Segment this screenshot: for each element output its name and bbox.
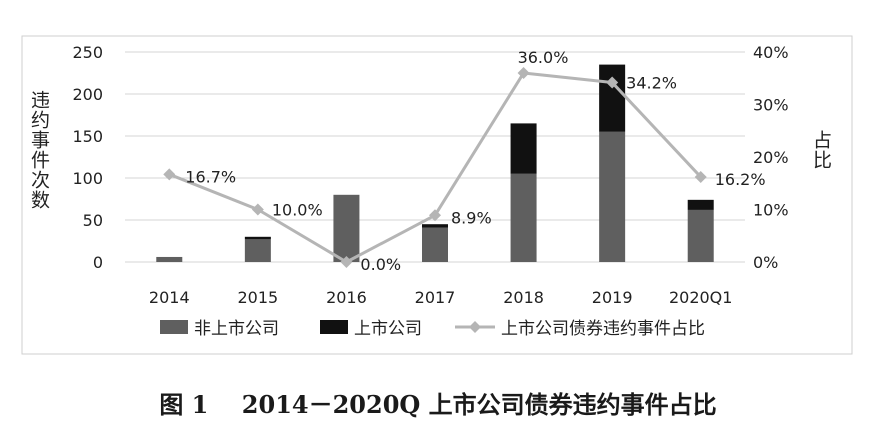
bar-unlisted-2015 [244,239,271,262]
bar-unlisted-2017 [422,227,448,262]
share-data-label: 36.0% [518,48,569,67]
legend-label-unlisted: 非上市公司 [194,319,279,339]
legend-label-listed: 上市公司 [354,319,422,339]
share-point-2014 [163,168,176,181]
y2-tick-label: 10% [753,201,789,220]
figure-caption: 图 1 2014－2020Q 上市公司债券违约事件占比 [159,390,717,419]
y2-axis-label: 占比 [810,130,832,170]
bar-listed-2019 [599,64,626,132]
x-tick-label: 2019 [592,288,633,307]
share-point-2015 [251,203,264,216]
legend-swatch-unlisted [160,320,188,334]
x-tick-label: 2015 [237,288,278,307]
chart: 0 50 100 150 200 250 0% 10% 20% 30% 40% 2014 2015 201… [21,35,853,355]
share-point-2019 [606,76,619,89]
y-tick-label: 100 [72,169,103,188]
legend-swatch-listed [320,320,348,334]
bar-listed-2020Q1 [687,199,714,210]
x-tick-label: 2016 [326,288,367,307]
share-data-label: 16.7% [185,167,236,186]
share-point-2020Q1 [694,170,707,183]
share-data-label: 16.2% [715,170,766,189]
y-tick-label: 150 [72,127,103,146]
x-tick-label: 2014 [149,288,190,307]
share-point-2017 [429,209,441,222]
y-tick-label: 250 [72,43,103,62]
y2-tick-label: 30% [753,96,789,115]
x-tick-label: 2017 [415,288,456,307]
bar-listed-2018 [510,123,537,174]
bar-listed-2017 [422,224,448,228]
bar-unlisted-2018 [510,173,537,262]
bar-unlisted-2016 [333,194,360,262]
bar-unlisted-2019 [599,131,626,262]
share-data-label: 10.0% [272,201,323,220]
legend-label-share: 上市公司债券违约事件占比 [501,319,705,339]
share-point-2018 [517,67,530,79]
y2-tick-label: 0% [753,253,778,272]
bar-unlisted-2014 [156,256,183,262]
bar-listed-2015 [244,236,271,240]
legend-swatch-marker [469,321,481,333]
chart-border [21,35,853,355]
y-tick-label: 50 [83,211,103,230]
x-tick-label: 2020Q1 [669,288,733,307]
share-data-label: 34.2% [626,73,677,92]
y-tick-label: 0 [93,253,103,272]
y-tick-label: 200 [72,85,103,104]
y-axis-label: 违约事件次数 [28,90,50,210]
share-point-2016 [340,256,353,268]
share-data-label: 8.9% [451,208,492,227]
share-data-label: 0.0% [360,255,401,274]
y2-tick-label: 20% [753,148,789,167]
x-tick-label: 2018 [503,288,544,307]
y2-tick-label: 40% [753,43,789,62]
bar-unlisted-2020Q1 [687,209,714,262]
